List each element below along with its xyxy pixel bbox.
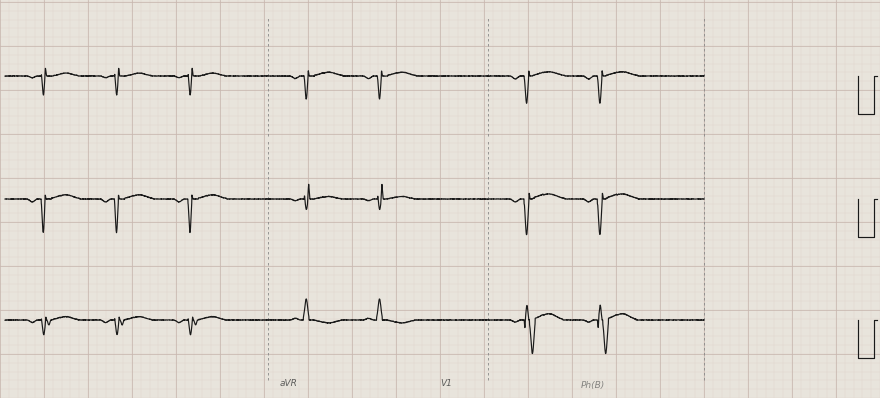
Text: aVR: aVR (280, 379, 297, 388)
Text: V1: V1 (440, 379, 451, 388)
Text: Ph(B): Ph(B) (581, 381, 605, 390)
